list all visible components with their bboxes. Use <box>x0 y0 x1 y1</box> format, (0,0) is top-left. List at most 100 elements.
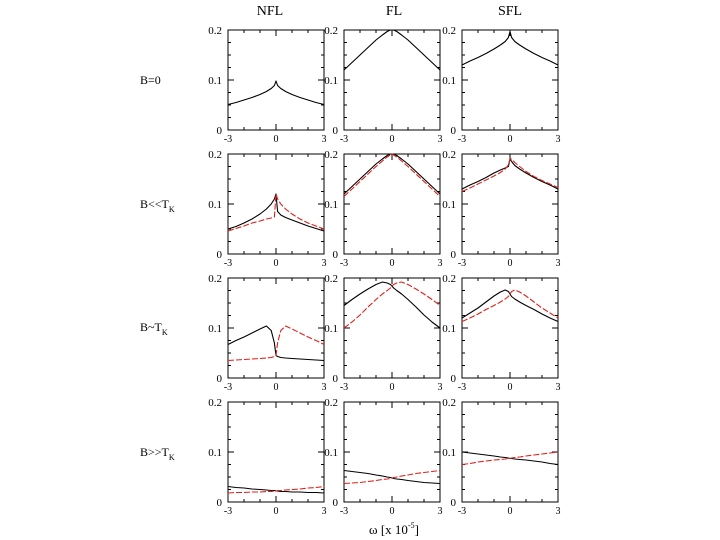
y-tick-label-r3-nfl: 0 <box>217 373 223 385</box>
panel-frame-r1-nfl <box>227 29 325 131</box>
y-tick-label-r3-sfl: 0.1 <box>442 323 456 335</box>
y-tick-label-r2-fl: 0 <box>333 249 339 261</box>
x-tick-label-r3-sfl: -3 <box>458 382 466 393</box>
panel-frame-r1-sfl <box>461 29 559 131</box>
x-tick-label-r2-nfl: 0 <box>274 258 279 269</box>
y-tick-label-r1-sfl: 0.1 <box>442 75 456 87</box>
column-title-sfl: SFL <box>498 4 522 19</box>
x-tick-label-r3-sfl: 0 <box>508 382 513 393</box>
y-tick-label-r3-sfl: 0.2 <box>442 273 456 285</box>
y-tick-label-r2-nfl: 0.1 <box>208 199 222 211</box>
series-red-line-r4-nfl <box>227 485 325 494</box>
y-tick-label-r1-nfl: 0.1 <box>208 75 222 87</box>
panel-frame-r4-sfl <box>461 401 559 503</box>
series-red-line-r2-sfl <box>461 158 559 193</box>
x-tick-label-r3-nfl: 0 <box>274 382 279 393</box>
x-tick-label-r4-fl: 3 <box>438 506 443 517</box>
series-red-line-r2-fl <box>343 153 441 197</box>
panel-frame-r4-fl <box>343 401 441 503</box>
y-tick-label-r1-fl: 0.1 <box>324 75 338 87</box>
x-tick-label-r1-fl: -3 <box>340 134 348 145</box>
panel-frame-r3-nfl <box>227 277 325 379</box>
panel-frame-r2-sfl <box>461 153 559 255</box>
row-label-b-much-greater-tk: B>>TK <box>140 445 175 462</box>
y-tick-label-r3-fl: 0.2 <box>324 273 338 285</box>
panel-frame-r4-nfl <box>227 401 325 503</box>
x-tick-label-r2-sfl: 0 <box>508 258 513 269</box>
series-black-line-r1-nfl <box>227 80 325 106</box>
x-tick-label-r3-sfl: 3 <box>556 382 561 393</box>
row-label-b-approx-tk: B~TK <box>140 320 168 337</box>
y-tick-label-r3-nfl: 0.1 <box>208 323 222 335</box>
x-tick-label-r2-sfl: -3 <box>458 258 466 269</box>
x-tick-label-r2-sfl: 3 <box>556 258 561 269</box>
y-tick-label-r3-sfl: 0 <box>451 373 457 385</box>
column-title-nfl: NFL <box>257 4 283 19</box>
x-tick-label-r3-fl: 0 <box>390 382 395 393</box>
x-tick-label-r2-fl: -3 <box>340 258 348 269</box>
x-tick-label-r3-fl: 3 <box>438 382 443 393</box>
x-tick-label-r3-fl: -3 <box>340 382 348 393</box>
series-black-line-r1-fl <box>343 29 441 71</box>
y-tick-label-r4-sfl: 0 <box>451 497 457 509</box>
y-tick-label-r2-fl: 0.2 <box>324 149 338 161</box>
x-tick-label-r4-fl: 0 <box>390 506 395 517</box>
series-red-line-r3-fl <box>343 281 441 329</box>
x-tick-label-r4-nfl: -3 <box>224 506 232 517</box>
series-black-line-r2-nfl <box>227 193 325 232</box>
panel-frame-r1-fl <box>343 29 441 131</box>
series-black-line-r3-fl <box>343 281 441 329</box>
series-black-line-r3-sfl <box>461 289 559 323</box>
series-red-line-r2-nfl <box>227 193 325 232</box>
row-label-b-much-less-tk: B<<TK <box>140 197 175 214</box>
x-tick-label-r1-sfl: -3 <box>458 134 466 145</box>
x-tick-label-r4-sfl: -3 <box>458 506 466 517</box>
x-tick-label-r4-nfl: 3 <box>322 506 327 517</box>
y-tick-label-r1-fl: 0.2 <box>324 25 338 37</box>
x-tick-label-r4-sfl: 0 <box>508 506 513 517</box>
y-tick-label-r3-fl: 0.1 <box>324 323 338 335</box>
x-tick-label-r1-nfl: 0 <box>274 134 279 145</box>
y-tick-label-r4-nfl: 0 <box>217 497 223 509</box>
y-tick-label-r4-fl: 0.2 <box>324 397 338 409</box>
series-red-line-r4-fl <box>343 469 441 485</box>
x-tick-label-r1-sfl: 0 <box>508 134 513 145</box>
y-tick-label-r3-nfl: 0.2 <box>208 273 222 285</box>
x-tick-label-r4-sfl: 3 <box>556 506 561 517</box>
y-tick-label-r1-sfl: 0 <box>451 125 457 137</box>
y-tick-label-r2-sfl: 0.2 <box>442 149 456 161</box>
y-tick-label-r2-fl: 0.1 <box>324 199 338 211</box>
y-tick-label-r2-nfl: 0 <box>217 249 223 261</box>
y-tick-label-r1-nfl: 0 <box>217 125 223 137</box>
series-black-line-r1-sfl <box>461 30 559 66</box>
y-tick-label-r2-nfl: 0.2 <box>208 149 222 161</box>
x-tick-label-r1-fl: 3 <box>438 134 443 145</box>
panel-frame-r2-nfl <box>227 153 325 255</box>
y-tick-label-r4-nfl: 0.2 <box>208 397 222 409</box>
x-tick-label-r2-fl: 0 <box>390 258 395 269</box>
y-tick-label-r4-nfl: 0.1 <box>208 447 222 459</box>
series-red-line-r3-nfl <box>227 325 325 362</box>
x-tick-label-r4-nfl: 0 <box>274 506 279 517</box>
x-tick-label-r4-fl: -3 <box>340 506 348 517</box>
y-tick-label-r2-sfl: 0.1 <box>442 199 456 211</box>
x-tick-label-r3-nfl: 3 <box>322 382 327 393</box>
y-tick-label-r1-sfl: 0.2 <box>442 25 456 37</box>
y-tick-label-r3-fl: 0 <box>333 373 339 385</box>
x-tick-label-r1-nfl: 3 <box>322 134 327 145</box>
x-tick-label-r2-fl: 3 <box>438 258 443 269</box>
row-label-b-zero: B=0 <box>140 73 161 87</box>
y-tick-label-r4-fl: 0 <box>333 497 339 509</box>
panel-frame-r3-fl <box>343 277 441 379</box>
y-tick-label-r1-fl: 0 <box>333 125 339 137</box>
y-tick-label-r4-sfl: 0.2 <box>442 397 456 409</box>
x-tick-label-r1-sfl: 3 <box>556 134 561 145</box>
x-tick-label-r1-nfl: -3 <box>224 134 232 145</box>
x-axis-label: ω [x 10-5] <box>369 521 419 537</box>
x-tick-label-r2-nfl: -3 <box>224 258 232 269</box>
y-tick-label-r2-sfl: 0 <box>451 249 457 261</box>
panel-frame-r2-fl <box>343 153 441 255</box>
series-red-line-r4-sfl <box>461 451 559 466</box>
x-tick-label-r1-fl: 0 <box>390 134 395 145</box>
